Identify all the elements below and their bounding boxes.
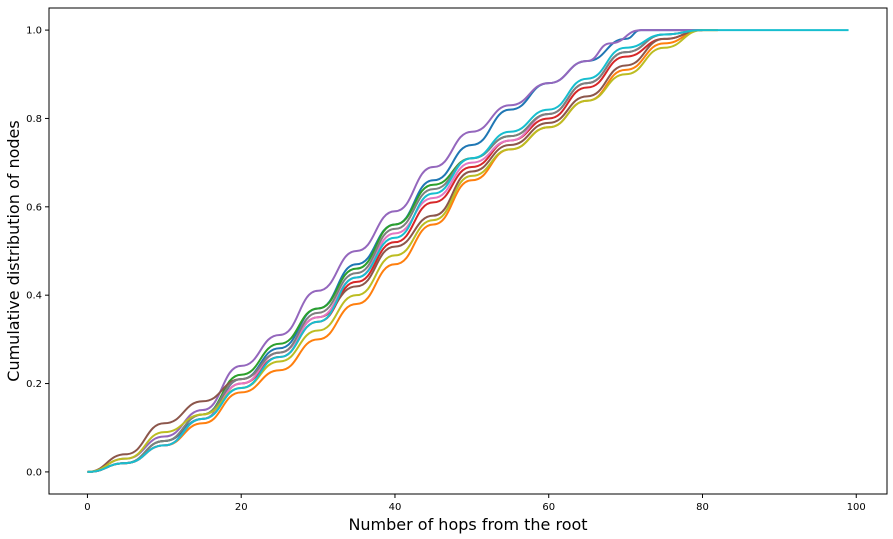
- x-axis-ticks: 0 20 40 60 80 100: [84, 494, 866, 513]
- x-tick-label: 20: [235, 502, 248, 513]
- y-tick-label: 0.6: [26, 202, 42, 213]
- series-line-10: [87, 29, 849, 473]
- x-tick-label: 80: [696, 502, 709, 513]
- x-tick-label: 60: [542, 502, 555, 513]
- series-line-5: [87, 29, 703, 473]
- x-tick-label: 100: [847, 502, 866, 513]
- x-tick-label: 0: [84, 502, 90, 513]
- y-axis-title: Cumulative distribution of nodes: [4, 120, 23, 381]
- y-tick-label: 0.4: [26, 291, 42, 302]
- y-tick-label: 1.0: [26, 26, 42, 37]
- x-tick-label: 40: [389, 502, 402, 513]
- y-tick-label: 0.0: [26, 467, 42, 478]
- y-tick-label: 0.2: [26, 379, 42, 390]
- plot-area: [48, 7, 888, 495]
- series-line-6: [87, 29, 703, 473]
- series-layer: [87, 29, 849, 473]
- series-line-2: [87, 29, 718, 473]
- y-tick-label: 0.8: [26, 114, 42, 125]
- y-axis-ticks: 0.0 0.2 0.4 0.6 0.8 1.0: [26, 26, 49, 478]
- x-axis-title: Number of hops from the root: [348, 515, 587, 534]
- series-line-9: [87, 29, 718, 473]
